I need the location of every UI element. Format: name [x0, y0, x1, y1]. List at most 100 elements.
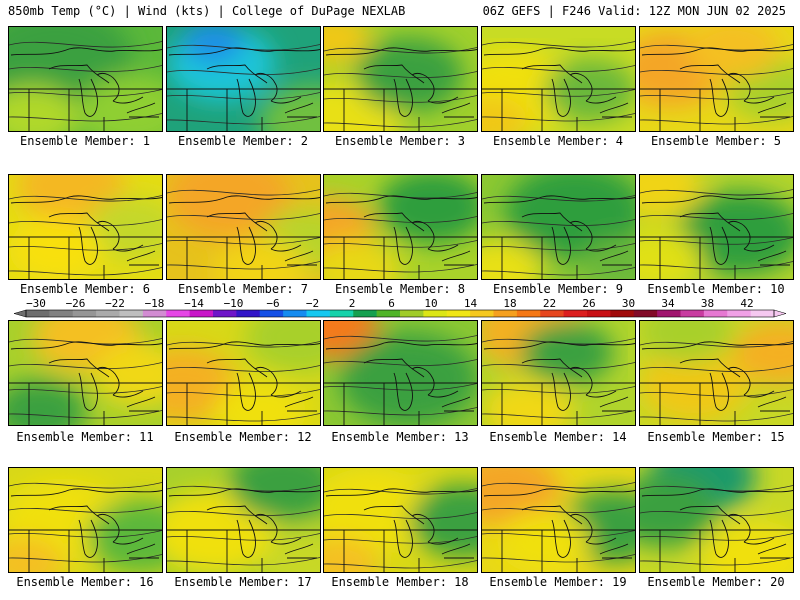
map-boundary [521, 505, 583, 525]
colorbar-tick-label: −26 [66, 297, 86, 310]
ensemble-panel-9 [481, 174, 636, 280]
ensemble-panel-8 [323, 174, 478, 280]
map-boundary [585, 537, 617, 545]
map-boundary [78, 226, 98, 265]
map-boundary [483, 488, 635, 497]
temperature-map [482, 175, 635, 279]
map-boundary [78, 519, 98, 558]
height-contour [640, 116, 793, 125]
colorbar-tick-label: 10 [424, 297, 437, 310]
map-boundary [757, 543, 787, 555]
map-boundary [599, 102, 629, 114]
colorbar-swatch [563, 310, 588, 317]
member-caption: Ensemble Member: 7 [177, 282, 309, 296]
height-contour [482, 410, 635, 419]
map-boundary [10, 195, 162, 204]
map-boundary [585, 390, 617, 398]
member-caption: Ensemble Member: 20 [647, 575, 785, 589]
map-boundary [78, 372, 98, 411]
height-contour [640, 68, 793, 76]
member-caption: Ensemble Member: 14 [489, 430, 627, 444]
map-boundary [727, 220, 751, 250]
colorbar-swatch [446, 310, 471, 317]
temperature-map [482, 468, 635, 572]
colorbar-tick-label: 18 [503, 297, 516, 310]
map-boundary [441, 396, 471, 408]
map-boundary [48, 212, 110, 232]
map-boundary [483, 341, 635, 350]
map-boundary [254, 513, 278, 543]
map-boundary [236, 226, 256, 265]
colorbar-swatch [423, 310, 448, 317]
map-boundary [551, 78, 571, 117]
colorbar-swatch [470, 310, 494, 317]
height-contour [167, 116, 320, 125]
ensemble-panel-6 [8, 174, 163, 280]
colorbar-swatch [119, 310, 144, 317]
colorbar-swatch [633, 310, 658, 317]
map-boundary [709, 519, 729, 558]
map-boundary [236, 519, 256, 558]
map-boundary [411, 72, 435, 102]
map-boundary [679, 212, 741, 232]
temperature-map [640, 321, 793, 425]
height-contour [482, 482, 635, 489]
map-boundary [206, 64, 268, 84]
colorbar-tick-label: 30 [622, 297, 635, 310]
temperature-anomaly [686, 27, 780, 80]
colorbar-max-arrow [773, 309, 787, 318]
height-contour [482, 386, 635, 394]
height-contour [640, 413, 793, 422]
map-boundary [270, 537, 302, 545]
temperature-anomaly [482, 238, 544, 279]
member-caption: Ensemble Member: 1 [19, 134, 151, 148]
height-contour [167, 213, 320, 221]
temperature-map [640, 468, 793, 572]
temperature-map [9, 27, 162, 131]
map-boundary [743, 244, 775, 252]
temperature-map [9, 321, 162, 425]
colorbar-tick-label: 14 [464, 297, 478, 310]
map-boundary [743, 537, 775, 545]
colorbar-tick-label: 22 [543, 297, 556, 310]
member-caption: Ensemble Member: 15 [647, 430, 785, 444]
height-contour [482, 530, 635, 538]
colorbar-swatch [213, 310, 237, 317]
temperature-anomaly [640, 175, 702, 218]
ensemble-panel-14 [481, 320, 636, 426]
map-boundary [254, 220, 278, 250]
map-boundary [679, 64, 741, 84]
height-contour [324, 95, 477, 103]
temperature-map [9, 175, 162, 279]
map-boundary [641, 341, 793, 350]
height-contour [640, 533, 793, 541]
map-boundary [585, 244, 617, 252]
map-boundary [96, 220, 120, 250]
map-boundary [709, 78, 729, 117]
height-contour [324, 119, 477, 128]
ensemble-panel-3 [323, 26, 478, 132]
map-boundary [325, 47, 477, 56]
height-contour [482, 243, 635, 251]
map-boundary [363, 64, 425, 84]
height-contour [640, 389, 793, 397]
temperature-map [324, 175, 477, 279]
map-boundary [569, 366, 593, 396]
map-boundary [641, 488, 793, 497]
map-boundary [743, 390, 775, 398]
map-boundary [78, 78, 98, 117]
height-contour [324, 536, 477, 544]
temperature-anomaly [182, 27, 245, 65]
ensemble-panel-12 [166, 320, 321, 426]
colorbar-tick-label: 6 [388, 297, 395, 310]
map-boundary [48, 358, 110, 378]
height-contour [9, 362, 162, 370]
map-boundary [168, 488, 320, 497]
member-caption: Ensemble Member: 6 [19, 282, 151, 296]
map-boundary [112, 537, 144, 545]
height-contour [324, 71, 477, 79]
ensemble-panel-15 [639, 320, 794, 426]
height-contour [167, 509, 320, 517]
map-boundary [236, 78, 256, 117]
map-boundary [757, 250, 787, 262]
